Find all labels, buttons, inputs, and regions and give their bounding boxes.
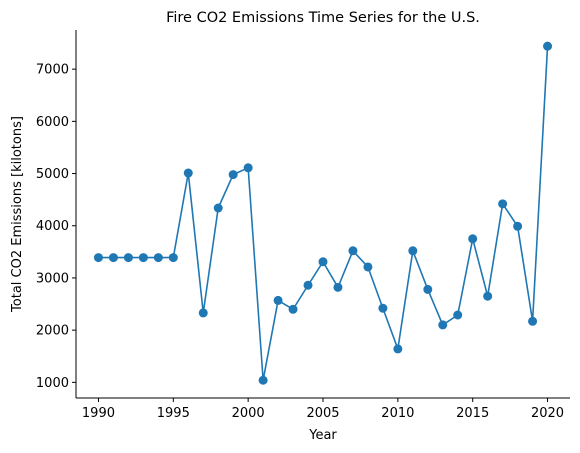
x-tick-label: 2015 xyxy=(456,406,489,421)
data-point xyxy=(408,246,418,256)
data-point xyxy=(288,304,298,314)
data-point xyxy=(153,253,163,263)
data-point xyxy=(258,375,268,385)
data-point xyxy=(93,253,103,263)
y-axis-ticks: 1000 2000 3000 4000 5000 6000 7000 xyxy=(36,63,76,391)
y-tick-label: 6000 xyxy=(36,115,69,130)
y-tick-label: 1000 xyxy=(36,376,69,391)
data-point xyxy=(498,199,508,209)
x-axis-ticks: 1990 1995 2000 2005 2010 2015 2020 xyxy=(82,398,564,421)
series-line xyxy=(98,46,549,382)
y-tick-label: 4000 xyxy=(36,219,69,234)
data-point xyxy=(228,170,238,180)
data-point xyxy=(108,253,118,263)
x-tick-label: 1995 xyxy=(157,406,190,421)
x-tick-label: 2000 xyxy=(232,406,265,421)
y-axis-label: Total CO2 Emissions [kilotons] xyxy=(10,116,25,313)
y-tick-label: 3000 xyxy=(36,271,69,286)
data-point xyxy=(318,257,328,267)
data-point xyxy=(453,310,463,320)
data-point xyxy=(123,253,133,263)
data-point xyxy=(423,284,433,294)
data-point xyxy=(198,308,208,318)
x-axis-label: Year xyxy=(308,428,337,443)
data-point xyxy=(213,203,223,213)
data-point xyxy=(138,253,148,263)
data-point xyxy=(273,295,283,305)
data-point xyxy=(528,316,538,326)
data-point xyxy=(183,168,193,178)
x-tick-label: 2005 xyxy=(306,406,339,421)
data-point xyxy=(333,282,343,292)
x-tick-label: 2010 xyxy=(381,406,414,421)
data-point xyxy=(168,253,178,263)
data-point xyxy=(543,41,553,51)
y-tick-label: 5000 xyxy=(36,167,69,182)
data-point xyxy=(378,303,388,313)
data-point xyxy=(363,262,373,272)
data-point xyxy=(393,344,403,354)
data-point xyxy=(243,163,253,173)
data-point xyxy=(438,320,448,330)
y-tick-label: 7000 xyxy=(36,63,69,78)
data-point xyxy=(348,246,358,256)
data-point xyxy=(468,234,478,244)
y-tick-label: 2000 xyxy=(36,324,69,339)
data-point xyxy=(483,291,493,301)
data-point xyxy=(303,280,313,290)
data-point xyxy=(513,221,523,231)
chart-title: Fire CO2 Emissions Time Series for the U… xyxy=(166,10,480,26)
x-tick-label: 2020 xyxy=(531,406,564,421)
plot-area xyxy=(93,41,553,385)
x-tick-label: 1990 xyxy=(82,406,115,421)
